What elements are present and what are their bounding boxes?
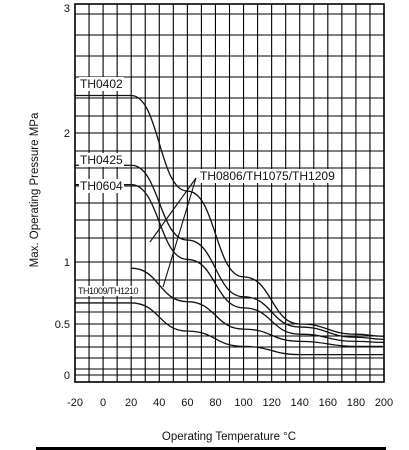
x-tick-label: 160 bbox=[319, 397, 337, 409]
x-tick-label: 20 bbox=[125, 397, 137, 409]
x-tick-label: 0 bbox=[100, 397, 106, 409]
y-tick-label: 2 bbox=[64, 128, 70, 140]
x-tick-labels: -20 0 20 40 60 80 100 120 140 160 180 200 bbox=[67, 397, 393, 409]
x-tick-label: 100 bbox=[234, 397, 252, 409]
series-label: TH1009/TH1210 bbox=[78, 286, 139, 296]
series-lines bbox=[74, 94, 385, 356]
series-label: TH0604 bbox=[80, 179, 123, 193]
bottom-rule bbox=[36, 447, 386, 450]
series-label: TH0425 bbox=[80, 153, 123, 167]
leader-lines bbox=[149, 177, 197, 288]
x-tick-label: 180 bbox=[347, 397, 365, 409]
series-label-background bbox=[79, 77, 125, 91]
x-tick-label: 140 bbox=[291, 397, 309, 409]
x-tick-label: 120 bbox=[262, 397, 280, 409]
series-label-background bbox=[77, 286, 140, 296]
series-line bbox=[75, 164, 385, 340]
leader-line bbox=[162, 177, 197, 288]
series-labels: TH0402 TH0425 TH0604 TH0806/TH1075/TH1209 TH… bbox=[77, 77, 337, 296]
plot-border bbox=[74, 3, 385, 383]
y-tick-label: 1 bbox=[64, 257, 70, 269]
y-axis-title: Max. Operating Pressure MPa bbox=[29, 112, 41, 267]
series-line bbox=[75, 302, 384, 356]
y-tick-label: 3 bbox=[64, 3, 70, 15]
series-label: TH0806/TH1075/TH1209 bbox=[200, 169, 335, 183]
y-tick-label: 0.5 bbox=[55, 319, 70, 331]
x-tick-label: 40 bbox=[153, 397, 165, 409]
x-tick-label: 200 bbox=[375, 397, 393, 409]
y-tick-label: 0 bbox=[64, 370, 70, 382]
x-tick-label: -20 bbox=[67, 397, 83, 409]
series-label: TH0402 bbox=[80, 77, 123, 91]
series-label-background bbox=[79, 153, 125, 167]
leader-line bbox=[149, 177, 197, 243]
grid bbox=[75, 4, 384, 382]
series-line bbox=[131, 267, 384, 348]
series-line bbox=[74, 183, 385, 344]
x-tick-label: 60 bbox=[181, 397, 193, 409]
x-tick-label: 80 bbox=[209, 397, 221, 409]
y-tick-labels: 3 2 1 0.5 0 bbox=[55, 3, 70, 382]
series-label-background bbox=[199, 169, 337, 183]
series-line bbox=[75, 94, 385, 337]
x-axis-title: Operating Temperature °C bbox=[162, 431, 296, 443]
series-label-background bbox=[79, 179, 125, 193]
